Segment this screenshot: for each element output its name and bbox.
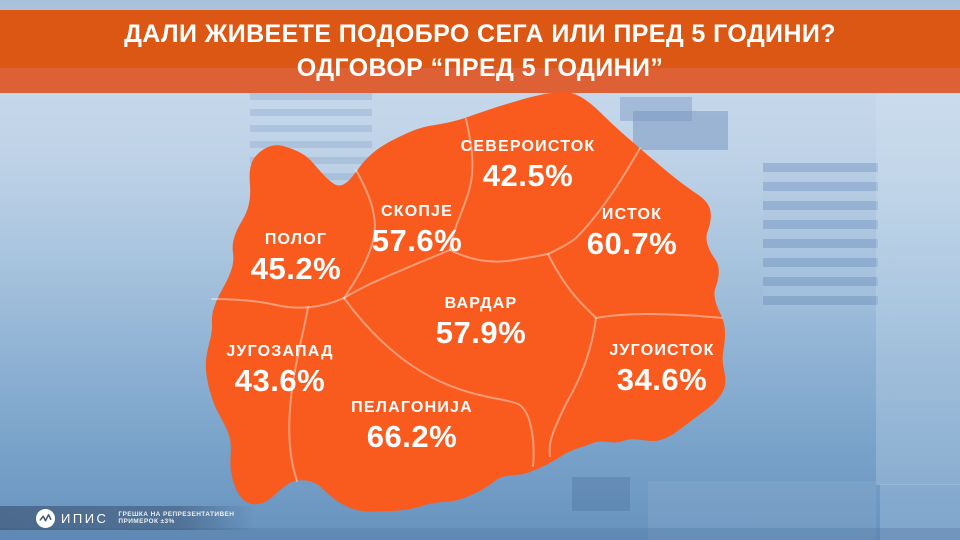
region-value: 42.5% [482,158,574,193]
background-bottom-strip [0,528,960,540]
background-stripes-right [763,163,878,311]
region-value: 45.2% [250,251,342,286]
region-name: СЕВЕРОИСТОК [460,138,596,155]
region-label-jugoistok: ЈУГОИСТОК 34.6% [609,342,714,396]
region-label-skopje: СКОПЈЕ 57.6% [372,203,462,257]
region-name: ИСТОК [601,206,663,223]
region-label-severoistok: СЕВЕРОИСТОК 42.5% [461,138,596,192]
region-value: 57.9% [435,315,527,350]
region-value: 34.6% [616,362,708,397]
region-value: 57.6% [371,223,463,258]
ipis-logo-icon [36,508,55,528]
region-name: ЈУГОИСТОК [609,342,715,359]
map-country-shape [205,92,726,512]
region-value: 66.2% [366,419,458,454]
background-column [876,93,960,485]
page-title-line1: ДАЛИ ЖИВЕЕТЕ ПОДОБРО СЕГА ИЛИ ПРЕД 5 ГОД… [124,20,836,48]
region-label-polog: ПОЛОГ 45.2% [251,231,341,285]
region-value: 43.6% [234,363,326,398]
ipis-logo-text: ИПИС [61,510,109,526]
region-label-istok: ИСТОК 60.7% [587,206,677,260]
region-name: ПЕЛАГОНИЈА [351,399,473,416]
region-label-pelagonija: ПЕЛАГОНИЈА 66.2% [351,399,473,453]
background-block [880,484,960,540]
sample-error-disclaimer: ГРЕШКА НА РЕПРЕЗЕНТАТИВЕН ПРИМЕРОК ±3% [118,511,235,525]
region-label-jugozapad: ЈУГОЗАПАД 43.6% [226,343,333,397]
title-banner-strip [0,68,960,93]
background-block [648,481,876,540]
map-region-borders [211,118,723,482]
title-banner: ДАЛИ ЖИВЕЕТЕ ПОДОБРО СЕГА ИЛИ ПРЕД 5 ГОД… [0,10,960,93]
region-name: ПОЛОГ [264,231,328,248]
region-name: ВАРДАР [444,295,518,312]
region-label-vardar: ВАРДАР 57.9% [436,295,526,349]
region-name: ЈУГОЗАПАД [226,343,334,360]
footer-brand-bar: ИПИС ГРЕШКА НА РЕПРЕЗЕНТАТИВЕН ПРИМЕРОК … [0,506,255,530]
page-title: ДАЛИ ЖИВЕЕТЕ ПОДОБРО СЕГА ИЛИ ПРЕД 5 ГОД… [0,10,960,93]
region-value: 60.7% [586,226,678,261]
page-title-line2: ОДГОВОР “ПРЕД 5 ГОДИНИ” [296,54,664,82]
background-block [633,111,728,150]
region-name: СКОПЈЕ [380,203,454,220]
background-block [572,477,630,511]
